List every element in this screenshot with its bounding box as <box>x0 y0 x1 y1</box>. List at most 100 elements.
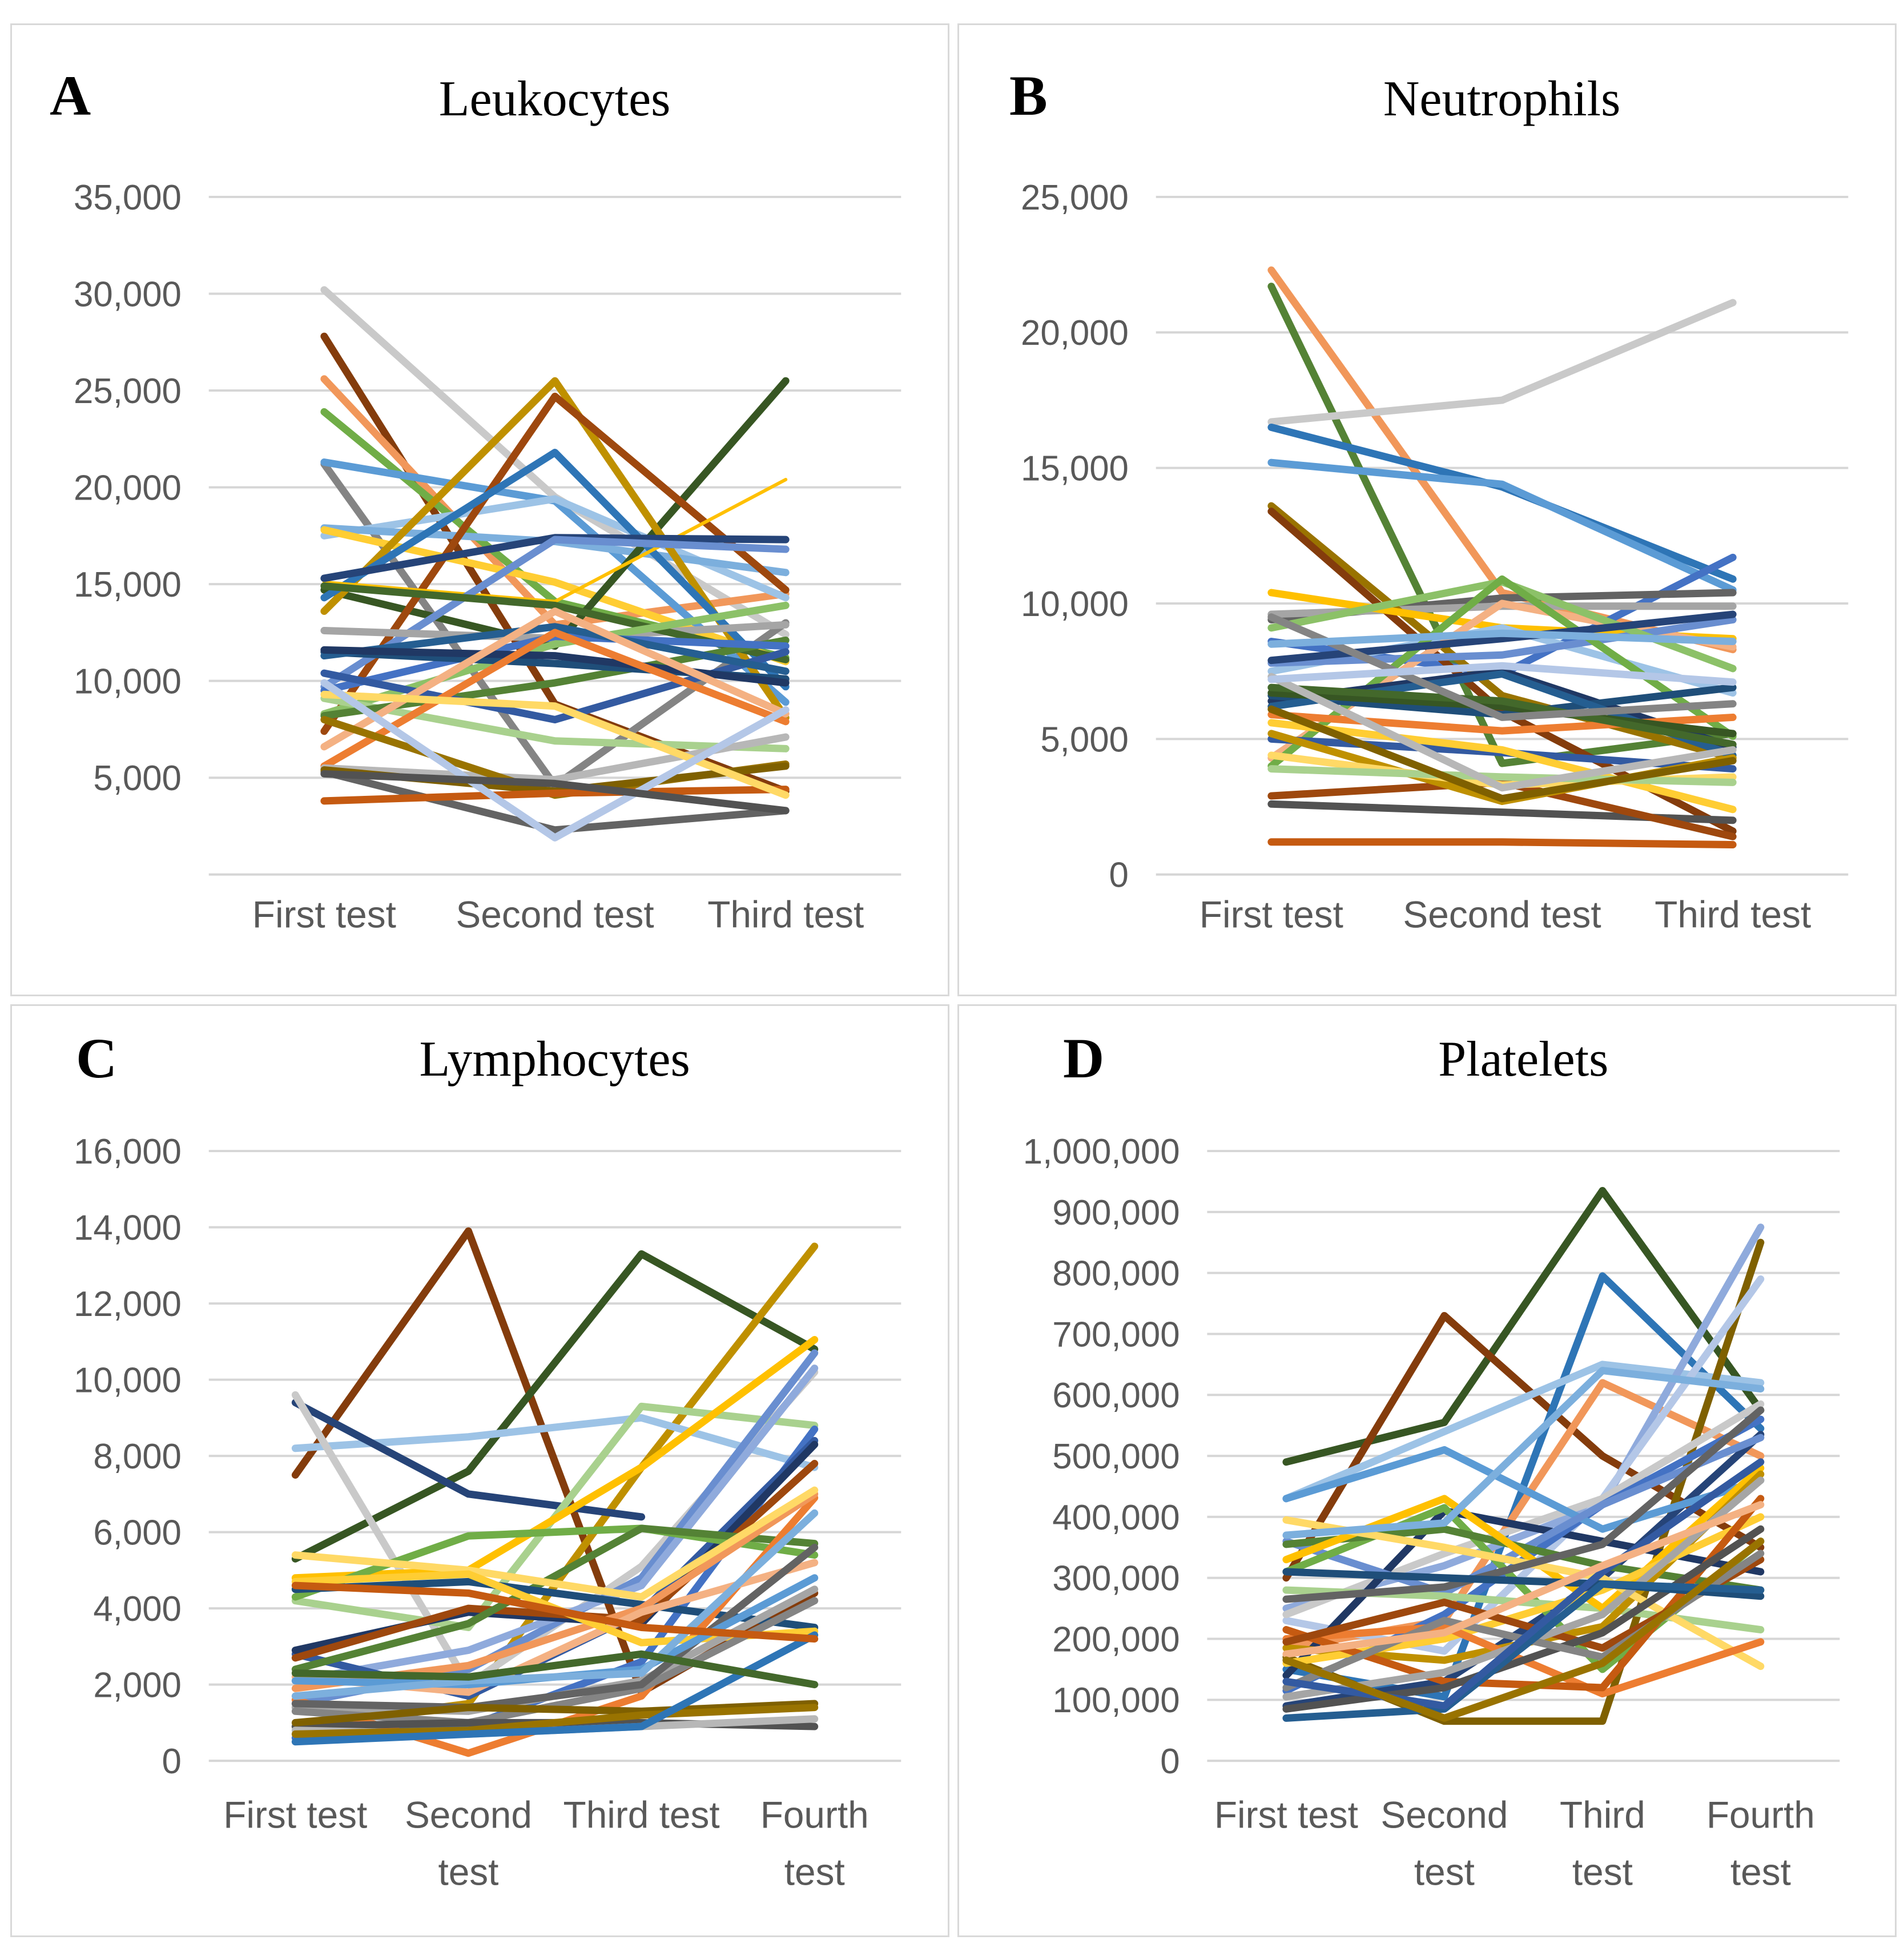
series-line <box>291 1509 819 1700</box>
y-tick-label: 2,000 <box>93 1666 182 1705</box>
series-line <box>320 646 790 687</box>
chart-title-leukocytes: Leukocytes <box>438 71 671 127</box>
panel-neutrophils: 25,000 20,000 15,000 10,000 5,000 0 First test… <box>957 23 1897 996</box>
series-line <box>1267 662 1737 686</box>
y-tick-label: 20,000 <box>74 468 182 508</box>
series-line <box>291 1399 646 1521</box>
y-tick-label: 400,000 <box>1052 1498 1180 1538</box>
series-line <box>322 478 788 603</box>
y-tick-label: 1,000,000 <box>1023 1132 1180 1172</box>
y-tick-label: 15,000 <box>1021 449 1129 489</box>
series-line <box>1282 1458 1765 1710</box>
y-tick-label: 0 <box>1160 1742 1180 1781</box>
series-line <box>1282 1580 1765 1722</box>
y-tick-label: 500,000 <box>1052 1437 1180 1476</box>
series-line <box>1282 1501 1765 1658</box>
y-tick-label: 10,000 <box>74 662 182 702</box>
series-line <box>320 694 790 752</box>
y-tick-label: 14,000 <box>74 1208 182 1247</box>
x-category-label: test <box>1572 1850 1633 1893</box>
series-line <box>1282 1361 1765 1503</box>
series-line <box>320 768 790 834</box>
series-line <box>291 1631 819 1746</box>
series-line <box>1267 673 1737 792</box>
series-line <box>291 1524 819 1673</box>
panel-letter-d: D <box>1063 1027 1105 1090</box>
y-tick-label: 300,000 <box>1052 1559 1180 1599</box>
y-tick-label: 20,000 <box>1021 313 1129 353</box>
y-tick-label: 0 <box>1109 856 1129 895</box>
panel-leukocytes: 35,000 30,000 25,000 20,000 15,000 10,000 5,00… <box>10 23 949 996</box>
neutrophils-line-chart: 25,000 20,000 15,000 10,000 5,000 0 First test… <box>1021 178 1849 935</box>
y-tick-label: 0 <box>162 1742 182 1781</box>
x-category-label: First test <box>1199 893 1343 935</box>
series-line <box>1282 1525 1765 1713</box>
y-tick-label: 200,000 <box>1052 1620 1180 1659</box>
series-line <box>320 679 790 842</box>
y-tick-label: 10,000 <box>74 1361 182 1400</box>
series-line <box>291 1704 819 1738</box>
series-line <box>1267 629 1737 648</box>
panel-letter-c: C <box>76 1027 118 1090</box>
x-category-label: Second test <box>1403 893 1601 935</box>
series-line <box>320 786 790 805</box>
series-line <box>1267 689 1737 738</box>
series-line <box>1267 838 1737 849</box>
panel-letter-b: B <box>1009 64 1048 127</box>
x-category-label: Fourth <box>1706 1794 1815 1836</box>
x-category-label: Third test <box>1655 893 1811 935</box>
series-line <box>1267 458 1737 594</box>
series-line <box>320 623 790 675</box>
series-line <box>1267 765 1737 786</box>
y-tick-label: 100,000 <box>1052 1681 1180 1720</box>
y-tick-label: 5,000 <box>1040 720 1129 759</box>
x-category-label: Fourth <box>760 1794 869 1836</box>
y-tick-label: 600,000 <box>1052 1376 1180 1415</box>
y-tick-label: 700,000 <box>1052 1315 1180 1354</box>
leukocytes-line-chart: 35,000 30,000 25,000 20,000 15,000 10,000 5,00… <box>74 178 901 935</box>
series-line <box>320 629 790 770</box>
x-category-label: First test <box>223 1794 367 1836</box>
y-tick-label: 35,000 <box>74 178 182 218</box>
x-category-label: Third <box>1560 1794 1645 1836</box>
x-category-label: Second test <box>456 893 654 935</box>
series-line <box>320 770 790 815</box>
y-tick-label: 900,000 <box>1052 1193 1180 1233</box>
y-tick-label: 16,000 <box>74 1132 182 1172</box>
y-tick-label: 25,000 <box>74 372 182 411</box>
lymphocytes-line-chart: 16,000 14,000 12,000 10,000 8,000 6,000 4,000 2… <box>74 1132 901 1893</box>
series-line <box>1267 683 1737 748</box>
y-tick-label: 6,000 <box>93 1514 182 1553</box>
series-line <box>1282 1367 1765 1539</box>
x-category-label: test <box>1730 1850 1791 1893</box>
panel-platelets: 1,000,000 900,000 800,000 700,000 600,000 500… <box>957 1004 1897 1937</box>
series-line <box>1267 719 1737 814</box>
series-line <box>1282 1406 1765 1603</box>
series-line <box>320 392 790 735</box>
x-category-label: Third test <box>563 1794 720 1836</box>
series-line <box>1282 1446 1765 1533</box>
y-tick-label: 12,000 <box>74 1285 182 1324</box>
series-line <box>1282 1538 1765 1722</box>
y-tick-label: 4,000 <box>93 1589 182 1629</box>
series-line <box>320 536 790 691</box>
x-category-label: Second <box>405 1794 532 1836</box>
y-tick-label: 25,000 <box>1021 178 1129 218</box>
y-tick-label: 5,000 <box>93 759 182 798</box>
y-tick-label: 15,000 <box>74 565 182 605</box>
panel-letter-a: A <box>50 64 91 127</box>
series-line <box>1267 616 1737 667</box>
series-line <box>291 1414 819 1471</box>
series-line <box>291 1486 819 1601</box>
series-line <box>1267 613 1737 721</box>
series-line <box>291 1700 819 1726</box>
series-line <box>1267 299 1737 426</box>
chart-title-neutrophils: Neutrophils <box>1383 71 1621 127</box>
x-category-label: test <box>438 1850 498 1893</box>
y-tick-label: 10,000 <box>1021 585 1129 624</box>
y-tick-label: 8,000 <box>93 1437 182 1476</box>
x-category-label: First test <box>252 893 396 935</box>
series-line <box>1267 502 1737 762</box>
platelets-line-chart: 1,000,000 900,000 800,000 700,000 600,000 500… <box>1023 1132 1840 1893</box>
x-category-label: Second <box>1380 1794 1508 1836</box>
